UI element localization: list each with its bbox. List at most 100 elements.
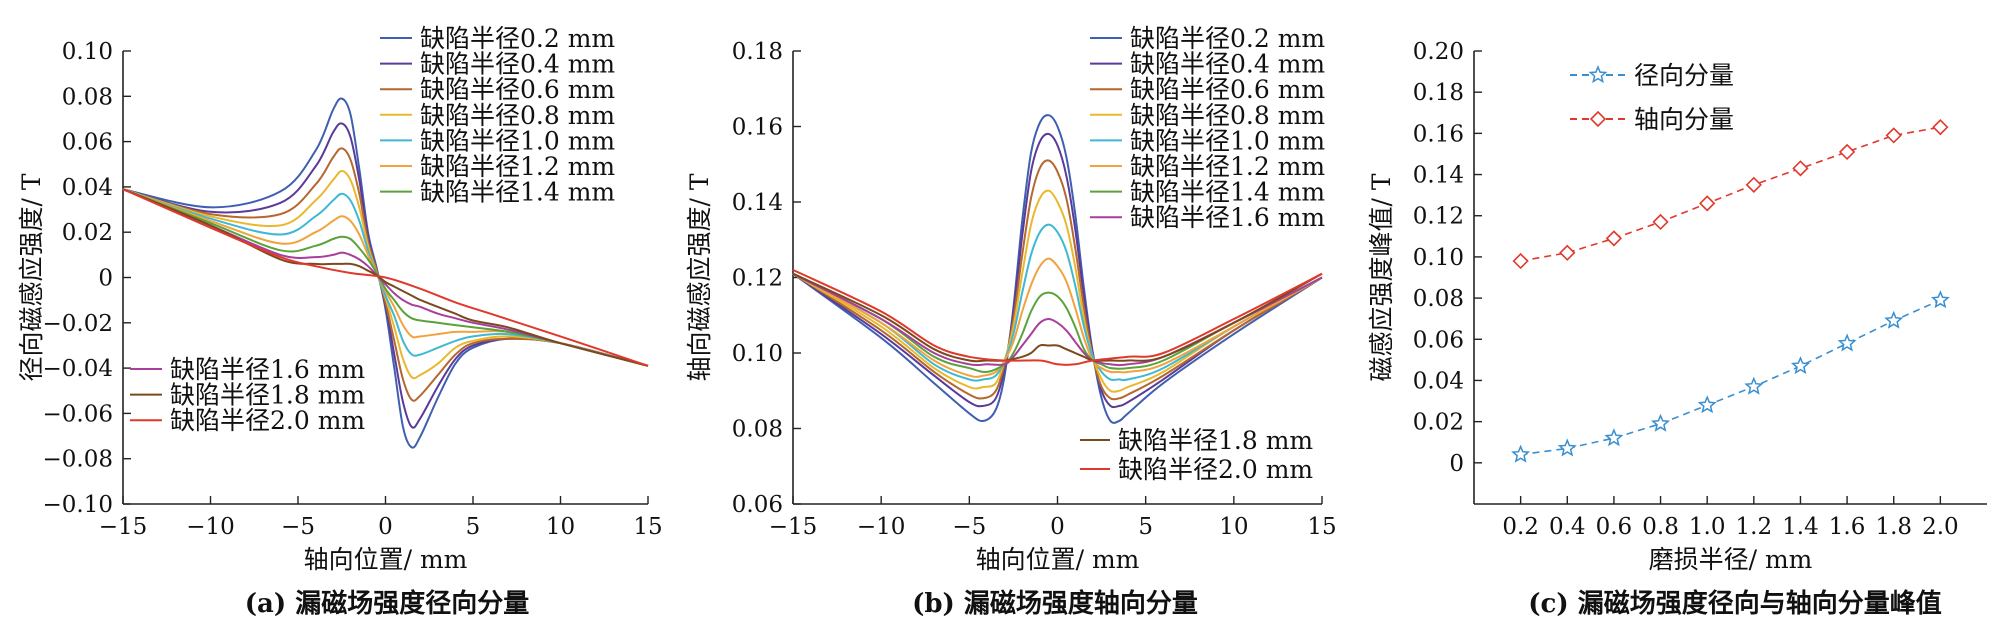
data-point-star — [1744, 376, 1764, 395]
data-point-diamond — [1792, 160, 1809, 177]
legend-label: 缺陷半径2.0 mm — [1118, 455, 1313, 484]
series-line-9 — [792, 272, 1323, 363]
series-line-4 — [792, 189, 1323, 393]
data-point-star — [1557, 438, 1577, 457]
x-tick-label: −15 — [769, 514, 818, 540]
legend-label: 缺陷半径1.8 mm — [1118, 426, 1313, 455]
y-tick-label: 0.18 — [1413, 80, 1464, 106]
chart-axial-component: 0.06 0.08 0.10 0.12 0.14 0.16 0.18 −15 −10 −5 0 5 10… — [685, 24, 1337, 574]
x-axis-label: 轴向位置/ mm — [976, 545, 1140, 574]
legend-marker-diamond — [1589, 110, 1607, 128]
data-point-star — [1604, 428, 1624, 447]
x-axis-label: 磨损半径/ mm — [1649, 545, 1813, 574]
x-axis-label: 轴向位置/ mm — [304, 545, 468, 574]
legend-label: 缺陷半径0.6 mm — [420, 75, 615, 104]
x-tick-label: 15 — [1307, 514, 1336, 540]
legend-label: 缺陷半径1.2 mm — [420, 152, 615, 181]
y-tick-label: 0 — [1449, 451, 1464, 477]
y-tick-label: 0.16 — [1413, 121, 1464, 147]
x-tick-label: 10 — [1219, 514, 1248, 540]
data-point-diamond — [1932, 119, 1949, 136]
x-tick-label: 5 — [466, 514, 481, 540]
y-tick-label: 0.10 — [62, 39, 113, 65]
legend-label: 缺陷半径1.4 mm — [420, 178, 615, 207]
data-point-diamond — [1699, 195, 1716, 212]
series-line-10 — [792, 268, 1323, 366]
y-tick-label: 0.04 — [62, 175, 113, 201]
series-line-3 — [122, 147, 649, 402]
y-tick-label: 0 — [98, 266, 113, 292]
legend-label: 缺陷半径0.4 mm — [420, 50, 615, 79]
series-line-6 — [792, 257, 1323, 378]
legend-marker-star — [1588, 65, 1608, 84]
y-tick-label: 0.16 — [732, 115, 783, 141]
legend-label: 缺陷半径0.6 mm — [1130, 75, 1325, 104]
data-point-star — [1930, 290, 1950, 309]
chart-peak-values: 0 0.02 0.04 0.06 0.08 0.10 0.12 0.14 0.16 0.18 0.2… — [1367, 39, 1987, 574]
x-tick-label: −10 — [186, 514, 235, 540]
legend-label: 缺陷半径1.6 mm — [1130, 203, 1325, 232]
legend-label: 缺陷半径0.8 mm — [1130, 101, 1325, 130]
series-line-5 — [122, 188, 649, 367]
y-tick-label: 0.12 — [732, 266, 783, 292]
legend-label: 轴向分量 — [1634, 105, 1734, 134]
data-point-diamond — [1605, 230, 1623, 247]
series-line-1 — [1520, 299, 1941, 456]
legend-label: 缺陷半径2.0 mm — [170, 406, 365, 435]
series-line-8 — [122, 188, 649, 367]
y-tick-label: 0.06 — [1413, 327, 1464, 353]
y-tick-label: 0.02 — [1413, 410, 1464, 436]
series-line-9 — [122, 188, 649, 367]
x-tick-label: 0.2 — [1502, 514, 1539, 540]
series-line-2 — [1520, 126, 1941, 262]
series-line-8 — [792, 272, 1323, 367]
data-point-diamond — [1512, 252, 1529, 270]
data-point-diamond — [1838, 143, 1856, 161]
caption-c: (c) 漏磁场强度径向与轴向分量峰值 — [1528, 588, 1942, 619]
y-tick-label: 0.20 — [1413, 39, 1464, 65]
data-point-star — [1651, 413, 1671, 432]
legend-label: 缺陷半径0.4 mm — [1130, 50, 1325, 79]
x-tick-label: 10 — [546, 514, 575, 540]
x-tick-label: −15 — [99, 514, 148, 540]
x-tick-label: −10 — [857, 514, 906, 540]
data-point-star — [1837, 333, 1857, 352]
series-line-7 — [122, 188, 649, 367]
legend-label: 缺陷半径0.2 mm — [420, 24, 615, 53]
y-axis-label: 轴向磁感应强度/ T — [685, 173, 714, 381]
x-tick-label: 1.4 — [1782, 514, 1819, 540]
data-point-diamond — [1745, 176, 1762, 193]
x-tick-label: 0 — [1050, 514, 1065, 540]
x-tick-label: 0 — [378, 514, 393, 540]
legend-label: 缺陷半径1.8 mm — [170, 381, 365, 410]
y-tick-label: −0.04 — [43, 356, 113, 382]
y-axis-label: 磁感应强度峰值/ T — [1367, 173, 1396, 381]
y-tick-label: 0.10 — [1413, 245, 1464, 271]
data-point-star — [1697, 395, 1717, 414]
x-tick-label: −5 — [281, 514, 315, 540]
chart-radial-component: −0.10 −0.08 −0.06 −0.04 −0.02 0 0.02 0.04 0.06 0.… — [17, 24, 663, 574]
y-tick-label: 0.06 — [62, 130, 113, 156]
series-line-2 — [792, 132, 1323, 409]
y-tick-label: 0.14 — [1413, 163, 1464, 189]
x-tick-label: 1.0 — [1689, 514, 1726, 540]
y-tick-label: 0.08 — [1413, 286, 1464, 312]
x-tick-label: 5 — [1138, 514, 1153, 540]
legend-label: 缺陷半径1.4 mm — [1130, 178, 1325, 207]
series-line-3 — [792, 159, 1323, 401]
legend-label: 缺陷半径1.2 mm — [1130, 152, 1325, 181]
legend-label: 缺陷半径1.0 mm — [420, 126, 615, 155]
y-tick-label: −0.02 — [43, 311, 113, 337]
data-point-diamond — [1885, 127, 1902, 144]
legend-label: 缺陷半径0.2 mm — [1130, 24, 1325, 53]
data-point-diamond — [1652, 213, 1669, 231]
y-tick-label: 0.06 — [732, 492, 783, 518]
x-tick-label: 1.2 — [1736, 514, 1773, 540]
y-tick-label: −0.10 — [43, 492, 113, 518]
data-point-diamond — [1559, 244, 1576, 261]
y-tick-label: 0.08 — [732, 417, 783, 443]
x-tick-label: 0.4 — [1549, 514, 1586, 540]
y-tick-label: −0.06 — [43, 401, 113, 427]
legend-label: 缺陷半径1.0 mm — [1130, 126, 1325, 155]
y-tick-label: 0.14 — [732, 190, 783, 216]
